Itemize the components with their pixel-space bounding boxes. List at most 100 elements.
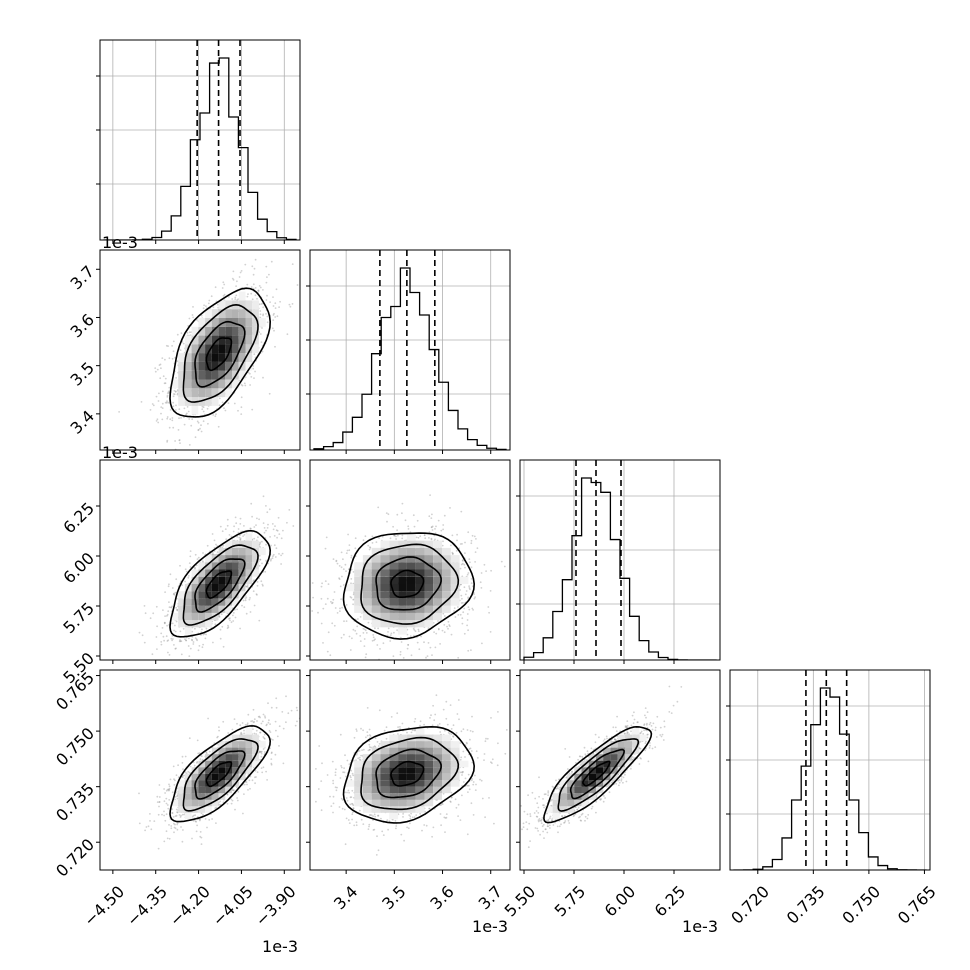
scatter-point bbox=[149, 617, 152, 620]
scatter-point bbox=[343, 633, 345, 636]
scatter-point bbox=[138, 466, 140, 468]
scatter-point bbox=[166, 396, 169, 398]
scatter-point bbox=[160, 641, 163, 643]
density-cell bbox=[205, 555, 212, 563]
scatter-point bbox=[161, 402, 164, 405]
scatter-point bbox=[339, 610, 341, 612]
density-cell bbox=[245, 555, 253, 563]
scatter-point bbox=[423, 641, 425, 644]
scatter-point bbox=[371, 542, 374, 544]
scatter-point bbox=[196, 420, 199, 423]
scatter-point bbox=[172, 593, 175, 595]
scatter-point bbox=[163, 382, 166, 385]
scatter-point bbox=[174, 647, 177, 650]
scatter-point bbox=[428, 666, 430, 668]
scatter-point bbox=[289, 305, 292, 308]
scatter-point bbox=[473, 535, 476, 538]
scatter-point bbox=[250, 376, 253, 378]
scatter-point bbox=[413, 629, 416, 631]
scatter-point bbox=[365, 632, 368, 634]
scatter-point bbox=[232, 614, 234, 617]
scatter-point bbox=[236, 280, 238, 283]
density-cell bbox=[198, 318, 206, 327]
scatter-point bbox=[248, 598, 251, 601]
scatter-point bbox=[201, 405, 204, 408]
scatter-point bbox=[431, 654, 433, 656]
scatter-point bbox=[180, 653, 183, 656]
scatter-point bbox=[191, 314, 194, 316]
scatter-point bbox=[228, 617, 230, 620]
scatter-point bbox=[399, 636, 402, 639]
scatter-point bbox=[274, 345, 276, 348]
scatter-point bbox=[237, 531, 240, 534]
scatter-point bbox=[332, 598, 335, 601]
scatter-point bbox=[230, 621, 233, 624]
density-cell bbox=[259, 318, 266, 327]
scatter-point bbox=[231, 277, 234, 280]
scatter-point bbox=[253, 579, 255, 582]
scatter-point bbox=[210, 295, 213, 298]
scatter-point bbox=[354, 547, 357, 550]
density-cell bbox=[171, 612, 179, 621]
scatter-point bbox=[435, 632, 438, 635]
scatter-point bbox=[247, 293, 249, 295]
scatter-point bbox=[262, 314, 264, 317]
density-cell bbox=[211, 576, 219, 584]
density-cell bbox=[178, 605, 185, 613]
scatter-point bbox=[276, 536, 278, 539]
scatter-point bbox=[367, 621, 370, 624]
scatter-point bbox=[202, 406, 205, 409]
density-cell bbox=[218, 344, 226, 354]
scatter-point bbox=[258, 303, 261, 306]
scatter-point bbox=[270, 544, 272, 547]
scatter-point bbox=[460, 563, 463, 566]
scatter-point bbox=[212, 553, 214, 555]
scatter-point bbox=[176, 392, 179, 395]
scatter-point bbox=[270, 558, 272, 561]
scatter-point bbox=[171, 357, 174, 360]
density-cell bbox=[211, 309, 219, 318]
scatter-point bbox=[244, 384, 247, 387]
scatter-point bbox=[175, 377, 178, 379]
scatter-point bbox=[423, 534, 426, 537]
histogram-panel-0 bbox=[96, 39, 301, 244]
scatter-point bbox=[214, 286, 217, 289]
grid-lines bbox=[310, 250, 510, 450]
scatter-point bbox=[175, 578, 178, 581]
density-cell bbox=[205, 598, 212, 606]
scatter-point bbox=[458, 547, 460, 550]
density-cell bbox=[245, 569, 253, 577]
scatter-point bbox=[168, 606, 171, 609]
scatter-point bbox=[340, 551, 343, 554]
scatter-point bbox=[174, 409, 177, 411]
scatter-point bbox=[160, 412, 162, 415]
scatter-point bbox=[430, 526, 433, 529]
scatter-point bbox=[174, 591, 177, 594]
scatter-point bbox=[281, 552, 284, 555]
scatter-point bbox=[240, 406, 243, 409]
scatter-point bbox=[167, 585, 170, 588]
scatter-point bbox=[443, 624, 446, 626]
scatter-point bbox=[348, 635, 351, 638]
histogram-step bbox=[313, 267, 507, 450]
scatter-point bbox=[219, 628, 222, 631]
scatter-point bbox=[450, 633, 453, 636]
scatter-point bbox=[244, 599, 247, 602]
scatter-point bbox=[350, 554, 353, 557]
density-cell bbox=[245, 300, 253, 310]
scatter-point bbox=[350, 578, 353, 580]
scatter-point bbox=[317, 611, 319, 614]
scatter-point bbox=[463, 586, 466, 589]
scatter-point bbox=[249, 597, 251, 599]
scatter-point bbox=[161, 418, 164, 421]
density-cell bbox=[225, 569, 232, 577]
scatter-point bbox=[387, 631, 389, 633]
scatter-point bbox=[167, 390, 170, 393]
scatter-point bbox=[324, 547, 327, 550]
scatter-point bbox=[202, 307, 205, 310]
scatter-point bbox=[345, 552, 348, 554]
scatter-point bbox=[343, 620, 345, 623]
scatter-point bbox=[389, 634, 392, 636]
scatter-point bbox=[273, 544, 276, 547]
scatter-point bbox=[172, 426, 175, 429]
